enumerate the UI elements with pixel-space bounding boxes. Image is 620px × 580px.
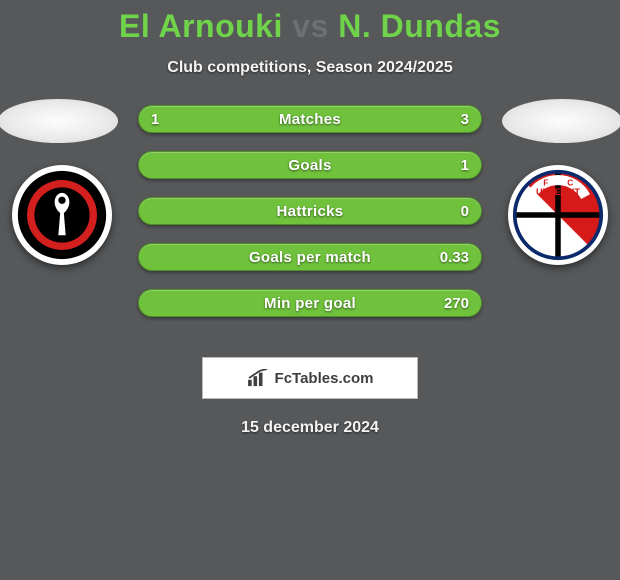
- stat-label: Min per goal: [139, 295, 481, 312]
- player2-photo-placeholder: [502, 99, 620, 143]
- stat-right-value: 3: [461, 111, 469, 128]
- watermark: FcTables.com: [202, 357, 418, 399]
- player1-photo-placeholder: [0, 99, 118, 143]
- page-title: El Arnouki vs N. Dundas: [0, 0, 620, 45]
- svg-text:C: C: [567, 179, 573, 188]
- stat-bar: Goals per match 0.33: [138, 243, 482, 271]
- comparison-card: El Arnouki vs N. Dundas Club competition…: [0, 0, 620, 580]
- subtitle: Club competitions, Season 2024/2025: [0, 59, 620, 77]
- stat-label: Goals: [139, 157, 481, 174]
- stat-label: Hattricks: [139, 203, 481, 220]
- player1-name: El Arnouki: [119, 8, 283, 44]
- svg-text:F: F: [543, 179, 548, 188]
- fc-utrecht-icon: UTRECHT F C: [512, 169, 604, 261]
- date: 15 december 2024: [0, 419, 620, 437]
- comparison-body: UTRECHT F C 1 Matches 3 Goals 1 Hattrick…: [0, 105, 620, 335]
- stat-bar: 1 Matches 3: [138, 105, 482, 133]
- excelsior-icon: [16, 169, 108, 261]
- chart-icon: [247, 369, 269, 387]
- watermark-text: FcTables.com: [275, 370, 374, 387]
- stat-right-value: 270: [444, 295, 469, 312]
- stat-bar: Min per goal 270: [138, 289, 482, 317]
- stat-label: Goals per match: [139, 249, 481, 266]
- stat-right-value: 0: [461, 203, 469, 220]
- stat-label: Matches: [139, 111, 481, 128]
- vs-separator: vs: [292, 8, 329, 44]
- club-badge-right: UTRECHT F C: [508, 165, 608, 265]
- stat-bar: Hattricks 0: [138, 197, 482, 225]
- player2-name: N. Dundas: [338, 8, 501, 44]
- svg-text:UTRECHT: UTRECHT: [536, 187, 580, 197]
- stat-right-value: 0.33: [440, 249, 469, 266]
- stat-right-value: 1: [461, 157, 469, 174]
- stat-bars: 1 Matches 3 Goals 1 Hattricks 0 Goals pe…: [138, 105, 482, 317]
- club-badge-left: [12, 165, 112, 265]
- stat-left-value: 1: [151, 111, 159, 128]
- stat-bar: Goals 1: [138, 151, 482, 179]
